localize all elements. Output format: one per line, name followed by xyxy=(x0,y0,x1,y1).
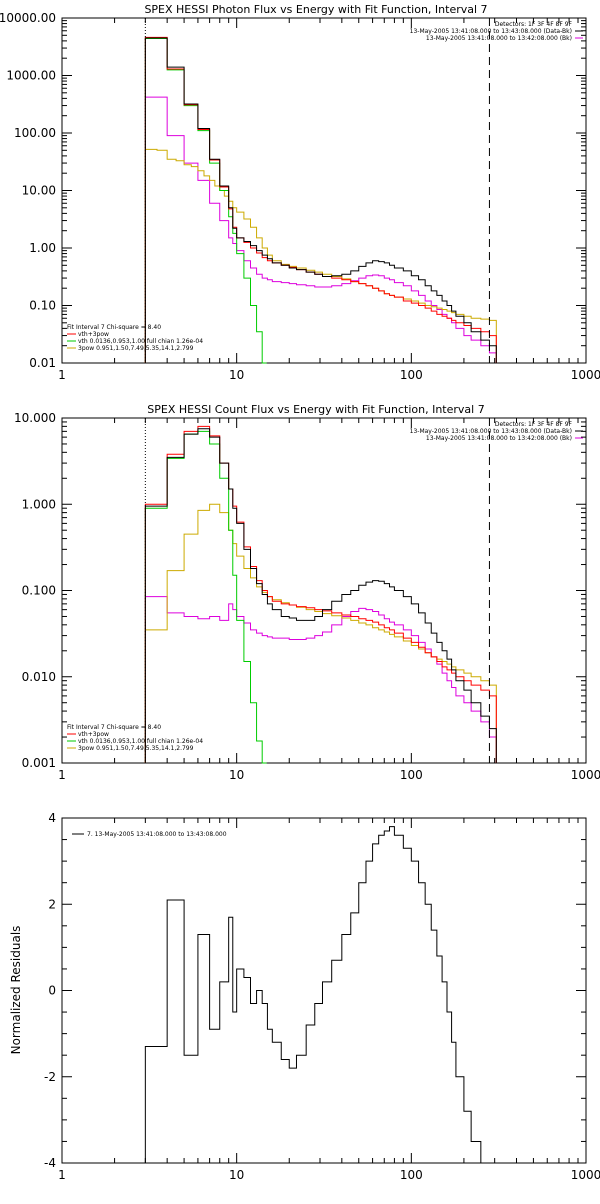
x-tick-label: 1 xyxy=(58,368,66,382)
count-axis-ticks: 1 10 100 1000 0.001 0.010 0.100 1.000 10.000 xyxy=(14,411,600,782)
info-legend-text: 13-May-2005 13:41:08.000 to 13:43:08.000… xyxy=(410,28,572,35)
y-tick-label: 0.10 xyxy=(29,299,56,313)
x-tick-label: 10 xyxy=(229,768,244,782)
residuals-panel: Normalized Residuals 1 10 100 1000 -4 -2 0 2 4 7… xyxy=(9,811,600,1182)
fit-legend-text: vth+3pow xyxy=(78,731,109,738)
fit-legend-text: Fit Interval 7 Chi-square = 8.40 xyxy=(67,324,161,331)
fit-legend-text: vth 0.0136,0.953,1.00 full chian 1.26e-0… xyxy=(78,738,203,745)
y-tick-label: 1000.00 xyxy=(6,69,56,83)
x-tick-label: 1000 xyxy=(571,768,600,782)
x-tick-label: 100 xyxy=(400,368,423,382)
series-bk-line xyxy=(144,596,497,763)
y-tick-label: 0.01 xyxy=(29,356,56,370)
y-tick-label: 10000.00 xyxy=(0,11,56,25)
series-fit-line xyxy=(144,425,497,763)
fit-legend-text: 3pow 0.951,1.50,7.49,5.35,14.1,2.799 xyxy=(78,745,194,752)
series-residuals-line xyxy=(144,826,497,1164)
info-legend-text: Detectors: 1F 3F 4F 8F 9F xyxy=(495,421,573,428)
fit-legend-text: vth+3pow xyxy=(78,331,109,338)
info-legend-text: Detectors: 1F 3F 4F 8F 9F xyxy=(495,21,573,28)
count-flux-panel: SPEX HESSI Count Flux vs Energy with Fit… xyxy=(14,403,600,782)
series-data-line xyxy=(144,37,497,363)
y-tick-label: 0.001 xyxy=(22,756,56,770)
photon-series-group xyxy=(144,36,497,364)
y-tick-label: 100.00 xyxy=(14,126,56,140)
x-tick-label: 10 xyxy=(229,1168,244,1182)
y-tick-label: -4 xyxy=(44,1156,56,1170)
fit-legend-text: vth 0.0136,0.953,1.00 full chian 1.26e-0… xyxy=(78,338,203,345)
series-vth-line xyxy=(144,430,267,764)
y-tick-label: 0 xyxy=(48,984,56,998)
y-tick-label: 0.010 xyxy=(22,670,56,684)
info-legend-text: 13-May-2005 13:41:08.000 to 13:42:08.000… xyxy=(426,435,572,442)
series-data-line xyxy=(144,428,497,763)
photon-axis-ticks: 1 10 100 1000 0.01 0.10 1.00 10.00 100.00 1000.00… xyxy=(0,11,600,382)
residuals-legend-group: 7. 13-May-2005 13:41:08.000 to 13:43:08.… xyxy=(72,831,227,838)
info-legend-text: 13-May-2005 13:41:08.000 to 13:43:08.000… xyxy=(410,428,572,435)
series-vth-line xyxy=(144,38,267,364)
x-tick-label: 1 xyxy=(58,1168,66,1182)
residuals-ylabel: Normalized Residuals xyxy=(9,926,23,1055)
y-tick-label: 4 xyxy=(48,811,56,825)
photon-chart-title: SPEX HESSI Photon Flux vs Energy with Fi… xyxy=(144,3,487,16)
x-tick-label: 100 xyxy=(400,768,423,782)
residuals-axis-ticks: 1 10 100 1000 -4 -2 0 2 4 xyxy=(44,811,600,1182)
count-series-group xyxy=(144,425,497,764)
y-tick-label: 1.000 xyxy=(22,497,56,511)
y-tick-label: 10.00 xyxy=(22,184,56,198)
count-plot-frame xyxy=(61,417,587,764)
x-tick-label: 1000 xyxy=(571,1168,600,1182)
series-fit-line xyxy=(144,36,497,363)
series-pow-line xyxy=(144,148,497,363)
series-pow-line xyxy=(144,503,497,763)
count-vlines xyxy=(144,418,490,763)
x-tick-label: 100 xyxy=(400,1168,423,1182)
y-tick-label: 10.000 xyxy=(14,411,56,425)
y-tick-label: 0.100 xyxy=(22,584,56,598)
x-tick-label: 10 xyxy=(229,368,244,382)
residuals-legend-text: 7. 13-May-2005 13:41:08.000 to 13:43:08.… xyxy=(87,831,227,838)
y-tick-label: -2 xyxy=(44,1070,56,1084)
x-tick-label: 1 xyxy=(58,768,66,782)
fit-legend-text: 3pow 0.951,1.50,7.49,5.35,14.1,2.799 xyxy=(78,345,194,352)
series-bk-line xyxy=(144,96,497,363)
photon-plot-frame xyxy=(61,17,587,364)
x-tick-label: 1000 xyxy=(571,368,600,382)
info-legend-text: 13-May-2005 13:41:08.000 to 13:42:08.000… xyxy=(426,35,572,42)
residuals-plot-frame xyxy=(61,817,587,1164)
photon-flux-panel: SPEX HESSI Photon Flux vs Energy with Fi… xyxy=(0,3,600,382)
count-chart-title: SPEX HESSI Count Flux vs Energy with Fit… xyxy=(147,403,484,416)
photon-vlines xyxy=(144,18,490,363)
residuals-series-group xyxy=(144,826,497,1164)
fit-legend-text: Fit Interval 7 Chi-square = 8.40 xyxy=(67,724,161,731)
y-tick-label: 1.00 xyxy=(29,241,56,255)
y-tick-label: 2 xyxy=(48,897,56,911)
